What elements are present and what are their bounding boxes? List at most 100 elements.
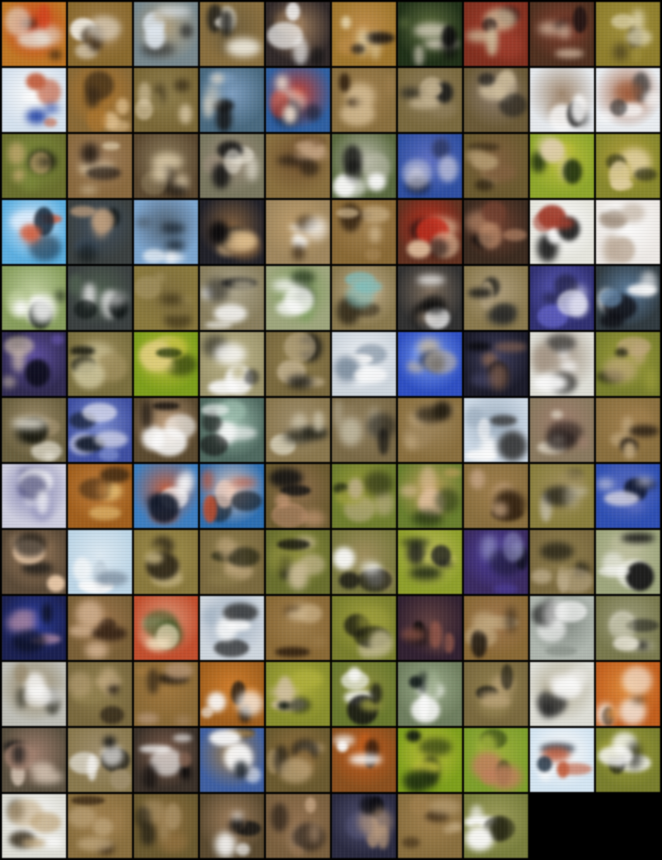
tile-blob xyxy=(95,570,129,587)
tile-blob xyxy=(93,818,113,837)
sample-tile xyxy=(2,530,66,594)
tile-blob xyxy=(621,666,653,695)
sample-tile xyxy=(200,2,264,66)
tile-blob xyxy=(147,667,159,695)
tile-blob xyxy=(465,825,494,851)
tile-blob xyxy=(489,415,517,426)
tile-blob xyxy=(68,751,101,775)
tile-blob xyxy=(333,547,356,570)
tile-blob xyxy=(91,626,127,641)
tile-blob xyxy=(563,484,581,508)
tile-blob xyxy=(409,795,429,815)
tile-blob xyxy=(139,821,157,847)
tile-blob xyxy=(305,103,322,122)
tile-blob xyxy=(83,582,113,593)
tile-blob xyxy=(164,239,186,252)
tile-noise-overlay xyxy=(134,596,198,660)
tile-noise-overlay xyxy=(2,2,66,66)
sample-tile xyxy=(530,134,594,198)
sample-tile xyxy=(134,728,198,792)
tile-blob xyxy=(613,636,640,652)
tile-blob xyxy=(292,244,306,262)
tile-noise-overlay xyxy=(266,662,330,726)
tile-blob xyxy=(414,23,450,38)
tile-noise-overlay xyxy=(2,68,66,132)
tile-blob xyxy=(571,94,588,124)
tile-noise-overlay xyxy=(2,398,66,462)
tile-blob xyxy=(3,335,34,356)
tile-blob xyxy=(495,33,525,60)
tile-noise-overlay xyxy=(464,530,528,594)
tile-blob xyxy=(109,768,132,790)
tile-noise-overlay xyxy=(266,398,330,462)
sample-tile xyxy=(68,464,132,528)
tile-blob xyxy=(278,701,291,711)
tile-blob xyxy=(91,209,114,232)
tile-blob xyxy=(178,103,193,125)
tile-blob xyxy=(74,299,97,319)
tile-blob xyxy=(355,88,370,116)
tile-blob xyxy=(415,406,444,424)
sample-tile xyxy=(2,200,66,264)
tile-blob xyxy=(134,276,161,299)
tile-blob xyxy=(82,402,118,423)
tile-noise-overlay xyxy=(464,662,528,726)
tile-blob xyxy=(151,165,170,183)
tile-blob xyxy=(615,81,643,103)
tile-blob xyxy=(536,756,553,773)
tile-blob xyxy=(491,501,508,518)
tile-blob xyxy=(275,299,304,317)
tile-blob xyxy=(302,509,326,527)
tile-noise-overlay xyxy=(200,134,264,198)
sample-tile xyxy=(134,200,198,264)
tile-blob xyxy=(70,796,105,805)
tile-blob xyxy=(12,417,48,430)
sample-tile xyxy=(398,2,462,66)
tile-blob xyxy=(80,142,99,164)
tile-blob xyxy=(599,289,622,307)
tile-blob xyxy=(236,842,251,856)
sample-tile xyxy=(332,464,396,528)
tile-blob xyxy=(37,78,61,105)
tile-blob xyxy=(288,696,312,713)
tile-blob xyxy=(431,544,452,566)
tile-noise-overlay xyxy=(68,2,132,66)
tile-blob xyxy=(156,6,192,18)
tile-noise-overlay xyxy=(596,596,660,660)
tile-blob xyxy=(426,670,440,700)
tile-blob xyxy=(398,18,411,29)
sample-tile xyxy=(596,332,660,396)
tile-noise-overlay xyxy=(134,728,198,792)
tile-blob xyxy=(545,333,577,353)
sample-tile xyxy=(398,332,462,396)
sample-tile xyxy=(596,2,660,66)
tile-blob xyxy=(335,207,360,219)
tile-blob xyxy=(11,629,47,654)
sample-tile xyxy=(530,266,594,330)
tile-blob xyxy=(609,98,627,116)
tile-blob xyxy=(230,478,257,487)
tile-blob xyxy=(469,469,485,490)
tile-blob xyxy=(207,379,239,396)
tile-blob xyxy=(578,435,590,450)
tile-blob xyxy=(604,490,640,506)
tile-blob xyxy=(246,155,259,182)
sample-tile xyxy=(200,530,264,594)
tile-blob xyxy=(77,242,98,264)
tile-blob xyxy=(358,568,392,592)
tile-blob xyxy=(151,428,188,457)
tile-blob xyxy=(101,141,120,151)
tile-noise-overlay xyxy=(530,266,594,330)
sample-tile xyxy=(200,332,264,396)
tile-blob xyxy=(346,283,375,308)
tile-blob xyxy=(374,490,395,516)
tile-noise-overlay xyxy=(266,596,330,660)
tile-blob xyxy=(629,424,659,437)
tile-blob xyxy=(413,620,424,635)
tile-blob xyxy=(429,621,442,649)
tile-blob xyxy=(274,647,311,657)
tile-blob xyxy=(12,300,29,316)
tile-blob xyxy=(555,49,584,59)
tile-blob xyxy=(610,613,634,641)
tile-blob xyxy=(635,476,653,487)
